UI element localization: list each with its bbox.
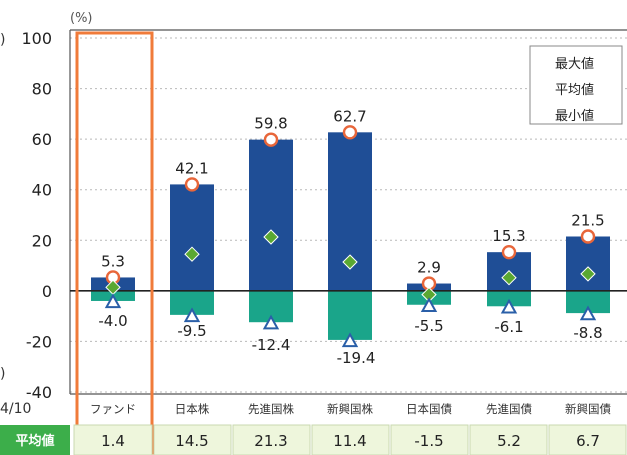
unit-label: (%) [70,11,93,26]
min-value-label: -9.5 [177,322,206,340]
max-value-label: 2.9 [417,259,441,277]
max-value-label: 59.8 [254,115,287,133]
bars [91,132,610,340]
table-cell [311,424,390,455]
data-labels: 5.3 -4.0 42.1 -9.5 59.8 -12.4 62.7 -19.4 2.9 -5.5… [98,107,604,367]
max-value-label: 42.1 [175,159,208,177]
bar-positive [566,236,610,291]
avg-marker [580,266,596,282]
avg-marker [501,270,517,286]
bar-negative [487,290,531,307]
max-value-label: 62.7 [333,107,366,125]
category-label: 日本株 [175,402,210,416]
max-marker [342,125,358,140]
legend-max-label: 最大値 [555,56,594,72]
max-value-label: 21.5 [571,211,604,229]
max-marker [184,177,200,192]
average-value: 11.4 [333,432,366,450]
y-tick-label: 100 [21,29,52,48]
min-value-label: -5.5 [414,317,443,335]
min-marker [183,307,201,323]
y-tick-label: 0 [42,282,52,301]
min-value-label: -8.8 [573,324,602,342]
table-cell [390,424,469,455]
table-cell [469,424,548,455]
min-value-label: -12.4 [252,336,291,354]
category-label: 日本国債 [406,402,452,416]
y-tick-label: 20 [32,231,52,250]
category-label: 新興国株 [327,402,373,416]
average-value: -1.5 [414,432,443,450]
highlight-box [75,31,154,455]
average-value: 1.4 [101,432,125,450]
table-cell [548,424,627,455]
clipped-label: ) [0,366,5,382]
max-value-label: 5.3 [101,252,125,270]
average-value: 6.7 [576,432,600,450]
y-tick-label: 40 [32,181,52,200]
bar-positive [249,139,293,291]
table-header-cell [0,425,70,455]
table-cell [73,424,153,455]
avg-marker [184,246,200,262]
min-marker [104,293,122,309]
min-value-label: -4.0 [98,312,127,330]
min-marker [500,298,518,314]
average-value: 21.3 [254,432,287,450]
y-tick-label: -20 [26,332,52,351]
category-label: 新興国債 [565,402,611,416]
clipped-label: 4/10 [0,401,31,417]
table-cell [232,424,311,455]
avg-marker [342,254,358,270]
category-label: 先進国株 [248,402,294,416]
min-value-label: -6.1 [494,318,523,336]
max-value-label: 15.3 [492,227,525,245]
max-marker [263,132,279,147]
max-marker [501,244,517,260]
min-value-label: -19.4 [337,349,376,367]
min-marker [341,332,359,348]
legend-box [529,45,623,125]
legend-min-label: 最小値 [555,108,594,124]
y-tick-label: 60 [32,130,52,149]
y-tick-label: 80 [32,80,52,99]
axes: 100 80 60 40 20 0 -20 -40 (%))) 4/10 [0,11,627,455]
average-value: 5.2 [497,432,521,450]
bar-negative [566,290,610,314]
y-tick-label: -40 [26,383,52,402]
average-value: 14.5 [175,432,208,450]
avg-marker [263,229,279,245]
table-cell [153,424,232,455]
category-label: 先進国債 [486,402,532,416]
min-marker [579,305,597,321]
min-marker [420,297,438,312]
bar-positive [170,184,214,291]
min-marker [262,314,280,330]
max-marker [580,229,596,244]
category-label: ファンド [90,402,136,416]
bar-negative [328,290,372,340]
legend-avg-label: 平均値 [555,82,594,98]
clipped-label: ) [0,32,5,48]
table-header-label: 平均値 [15,433,54,449]
